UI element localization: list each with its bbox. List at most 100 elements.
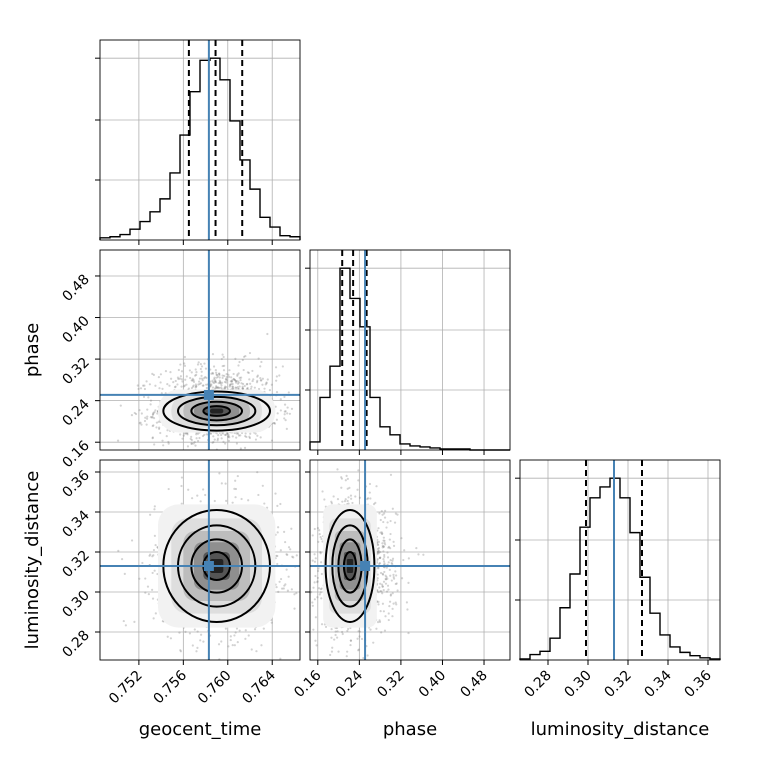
axes-frame: [99, 459, 301, 661]
sample-point: [148, 383, 152, 386]
sample-point: [151, 424, 154, 428]
sample-point: [196, 630, 199, 633]
sample-point: [152, 373, 155, 376]
sample-point: [202, 384, 205, 387]
sample-point: [187, 488, 190, 491]
sample-point: [376, 543, 379, 546]
sample-point: [340, 486, 343, 489]
sample-point: [242, 368, 245, 372]
sample-point: [346, 650, 349, 653]
sample-point: [138, 409, 141, 412]
sample-point: [232, 378, 235, 381]
sample-point: [255, 381, 259, 384]
sample-point: [151, 413, 155, 416]
sample-point: [145, 417, 149, 420]
sample-point: [392, 540, 395, 543]
sample-point: [231, 501, 234, 504]
sample-point: [379, 571, 383, 575]
sample-point: [392, 544, 396, 547]
sample-point: [393, 521, 397, 524]
sample-point: [247, 634, 250, 637]
truth-crosshair: [310, 460, 510, 660]
sample-point: [283, 410, 286, 413]
sample-point: [220, 640, 223, 643]
sample-point: [394, 582, 397, 586]
sample-point: [287, 575, 290, 578]
sample-point: [181, 437, 184, 440]
sample-point: [347, 627, 350, 631]
sample-point: [388, 568, 391, 571]
sample-point: [244, 629, 247, 632]
sample-point: [389, 594, 392, 597]
sample-point: [275, 379, 278, 382]
sample-point: [216, 375, 220, 378]
sample-point: [146, 585, 150, 588]
sample-point: [117, 549, 120, 552]
sample-point: [383, 562, 386, 565]
sample-point: [151, 571, 154, 575]
sample-point: [190, 379, 193, 382]
sample-point: [381, 602, 385, 605]
sample-point: [261, 484, 264, 487]
sample-point: [213, 438, 216, 441]
sample-point: [260, 644, 263, 647]
panel-phase-histogram: [309, 249, 511, 451]
sample-point: [221, 353, 224, 356]
sample-point: [382, 580, 386, 583]
sample-point: [232, 372, 235, 376]
sample-point: [380, 532, 384, 536]
sample-point: [272, 422, 275, 425]
grid: [310, 250, 510, 450]
sample-point: [195, 371, 198, 374]
sample-point: [143, 419, 147, 423]
sample-point: [341, 500, 344, 503]
sample-point: [239, 447, 242, 450]
sample-point: [317, 567, 320, 570]
sample-point: [384, 577, 387, 581]
sample-point: [381, 544, 384, 548]
sample-point: [346, 629, 349, 633]
sample-point: [330, 636, 333, 639]
sample-point: [360, 637, 364, 641]
sample-point: [316, 527, 320, 530]
sample-point: [147, 396, 150, 399]
contour-line: [202, 405, 232, 417]
sample-point: [183, 432, 187, 435]
sample-point: [122, 619, 125, 623]
sample-point: [273, 421, 276, 425]
sample-point: [161, 439, 164, 442]
sample-point: [145, 380, 148, 383]
sample-point: [143, 387, 147, 391]
sample-point: [225, 381, 228, 384]
sample-point: [276, 412, 279, 415]
sample-point: [384, 578, 388, 581]
sample-point: [213, 381, 216, 385]
sample-point: [331, 646, 334, 649]
sample-point: [320, 572, 323, 576]
sample-point: [284, 410, 287, 413]
sample-point: [204, 375, 207, 379]
sample-point: [241, 387, 244, 390]
x-tick-label: 0.24: [333, 667, 366, 700]
sample-point: [260, 360, 263, 364]
sample-point: [218, 372, 221, 375]
sample-point: [211, 386, 215, 389]
sample-point: [390, 579, 393, 582]
sample-point: [257, 357, 260, 360]
sample-point: [395, 574, 398, 577]
sample-point: [377, 591, 380, 594]
sample-point: [243, 355, 246, 358]
sample-point: [248, 378, 251, 381]
sample-point: [386, 577, 389, 580]
y-tick-label: 0.32: [59, 355, 92, 388]
sample-point: [188, 632, 192, 635]
sample-point: [214, 380, 217, 383]
x-axis-label-geocent-time: geocent_time: [139, 719, 262, 740]
sample-point: [329, 653, 332, 657]
sample-point: [220, 384, 223, 387]
sample-point: [228, 369, 231, 372]
sample-point: [268, 389, 271, 392]
sample-point: [215, 373, 218, 376]
axes-frame: [309, 459, 511, 661]
sample-point: [169, 377, 173, 380]
